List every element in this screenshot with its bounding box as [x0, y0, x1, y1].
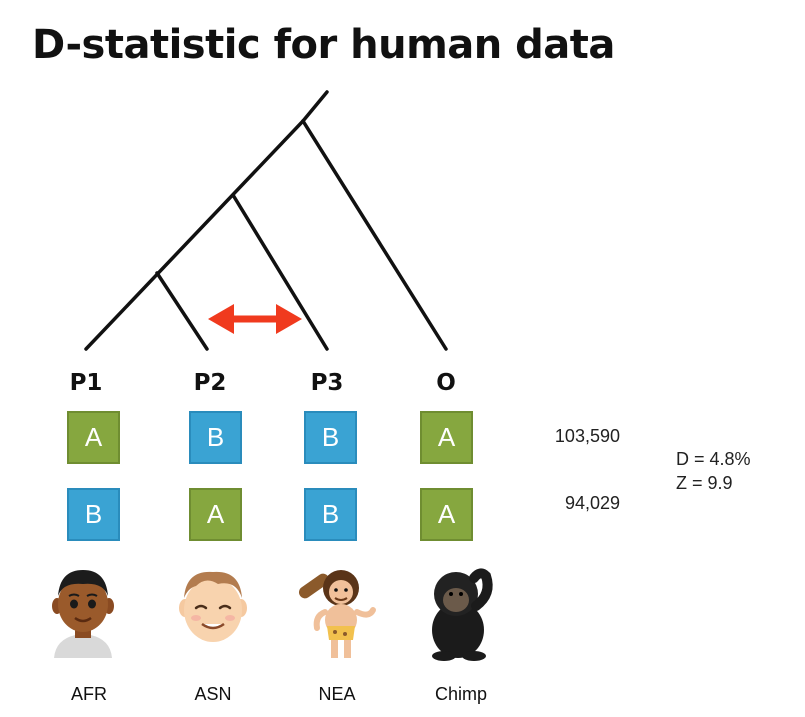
page-title: D-statistic for human data — [32, 22, 615, 68]
allele-box: B — [189, 411, 242, 464]
pattern-count-abba: 103,590 — [554, 426, 620, 446]
tree-root-stem — [301, 90, 329, 123]
allele-box: A — [420, 488, 473, 541]
pop-name-chimp: Chimp — [434, 684, 487, 704]
pop-label-p1: P1 — [69, 370, 103, 396]
pop-name-nea: NEA — [318, 684, 356, 704]
gene-flow-arrow — [208, 304, 302, 334]
tree-branch-outgroup — [301, 119, 448, 351]
z-score-value: Z = 9.9 — [676, 473, 733, 493]
allele-box: B — [304, 411, 357, 464]
allele-box: A — [420, 411, 473, 464]
neanderthal-avatar — [298, 570, 376, 658]
chimpanzee-avatar — [432, 568, 493, 661]
asian-boy-avatar — [179, 571, 247, 642]
tree-branch-main — [84, 119, 305, 351]
african-boy-avatar — [52, 570, 114, 658]
allele-box: B — [67, 488, 120, 541]
pop-label-p2: P2 — [193, 370, 227, 396]
allele-box: B — [304, 488, 357, 541]
tree-branch-p2 — [155, 271, 209, 351]
tree-branch-p3 — [231, 193, 329, 351]
d-statistic-value: D = 4.8% — [676, 449, 751, 469]
pop-label-o: O — [436, 370, 456, 396]
pop-name-asn: ASN — [194, 684, 232, 704]
allele-box: A — [67, 411, 120, 464]
pop-label-p3: P3 — [310, 370, 344, 396]
pattern-count-baba: 94,029 — [564, 493, 620, 513]
allele-box: A — [189, 488, 242, 541]
pop-name-afr: AFR — [71, 684, 107, 704]
